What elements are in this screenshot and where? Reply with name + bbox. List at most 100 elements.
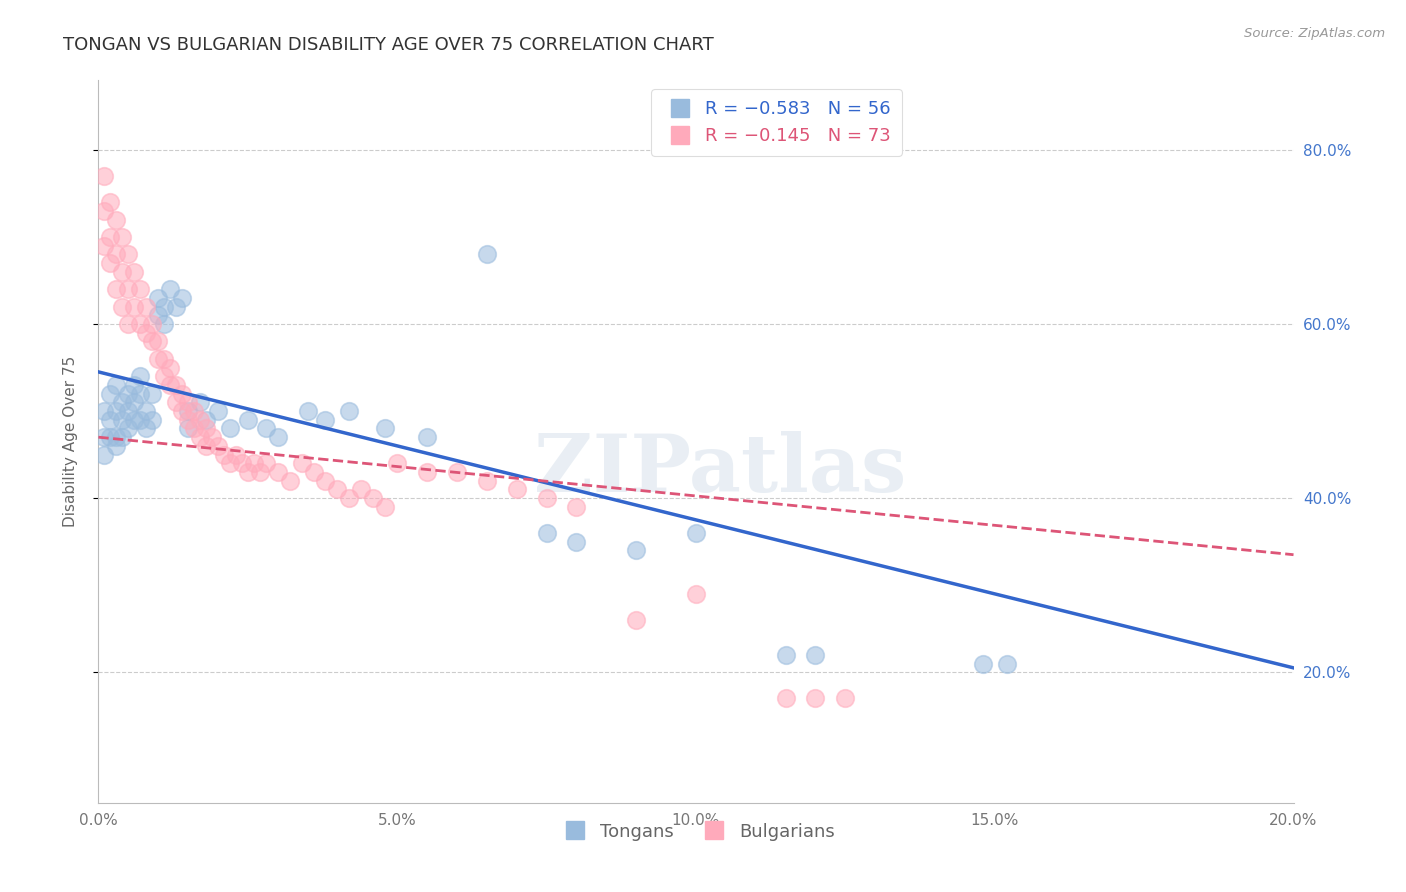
Point xyxy=(135,326,157,340)
Point xyxy=(363,491,385,505)
Point xyxy=(141,413,163,427)
Point xyxy=(141,317,163,331)
Point xyxy=(267,465,290,479)
Point xyxy=(135,300,157,314)
Point xyxy=(804,691,827,706)
Point xyxy=(148,351,170,366)
Point xyxy=(98,413,122,427)
Point xyxy=(165,378,187,392)
Point xyxy=(207,439,229,453)
Point xyxy=(374,421,396,435)
Point xyxy=(506,483,529,497)
Point xyxy=(249,465,271,479)
Point xyxy=(446,465,468,479)
Point xyxy=(195,439,218,453)
Point xyxy=(124,265,146,279)
Point xyxy=(195,421,218,435)
Point xyxy=(188,430,211,444)
Point xyxy=(105,404,128,418)
Point xyxy=(98,230,122,244)
Point xyxy=(129,369,152,384)
Point xyxy=(148,334,170,349)
Point xyxy=(117,282,139,296)
Point xyxy=(93,430,115,444)
Point xyxy=(159,360,181,375)
Point xyxy=(775,648,797,662)
Point xyxy=(267,430,290,444)
Point xyxy=(111,413,134,427)
Point xyxy=(177,413,200,427)
Point xyxy=(165,300,187,314)
Point xyxy=(236,465,259,479)
Point xyxy=(278,474,301,488)
Point xyxy=(165,395,187,409)
Point xyxy=(98,195,122,210)
Point xyxy=(153,369,176,384)
Point xyxy=(153,317,176,331)
Point xyxy=(141,386,163,401)
Point xyxy=(172,386,194,401)
Point xyxy=(225,448,247,462)
Text: ZIPatlas: ZIPatlas xyxy=(534,432,905,509)
Point xyxy=(93,448,115,462)
Point xyxy=(93,238,115,252)
Point xyxy=(243,456,266,470)
Point xyxy=(105,378,128,392)
Point xyxy=(141,334,163,349)
Point xyxy=(212,448,235,462)
Point xyxy=(98,256,122,270)
Point xyxy=(111,300,134,314)
Point xyxy=(177,395,200,409)
Point xyxy=(195,413,218,427)
Text: TONGAN VS BULGARIAN DISABILITY AGE OVER 75 CORRELATION CHART: TONGAN VS BULGARIAN DISABILITY AGE OVER … xyxy=(63,36,714,54)
Point xyxy=(416,465,439,479)
Point xyxy=(350,483,373,497)
Point xyxy=(148,291,170,305)
Point xyxy=(972,657,994,671)
Point xyxy=(105,430,128,444)
Point xyxy=(93,169,115,183)
Point xyxy=(236,413,259,427)
Point xyxy=(254,421,277,435)
Point xyxy=(129,386,152,401)
Point xyxy=(177,421,200,435)
Point xyxy=(105,439,128,453)
Point xyxy=(291,456,314,470)
Point xyxy=(129,282,152,296)
Point xyxy=(148,308,170,322)
Point xyxy=(124,378,146,392)
Point xyxy=(302,465,325,479)
Point xyxy=(117,317,139,331)
Point xyxy=(188,395,211,409)
Point xyxy=(536,491,558,505)
Point xyxy=(339,491,361,505)
Point xyxy=(159,282,181,296)
Point xyxy=(315,474,337,488)
Point xyxy=(219,421,242,435)
Point xyxy=(117,421,139,435)
Point xyxy=(315,413,337,427)
Point xyxy=(111,230,134,244)
Point xyxy=(135,421,157,435)
Point xyxy=(117,404,139,418)
Point xyxy=(297,404,319,418)
Point xyxy=(124,300,146,314)
Point xyxy=(475,247,498,261)
Point xyxy=(159,378,181,392)
Point xyxy=(231,456,253,470)
Point xyxy=(536,525,558,540)
Point xyxy=(995,657,1018,671)
Point xyxy=(105,247,128,261)
Point xyxy=(475,474,498,488)
Point xyxy=(117,247,139,261)
Point xyxy=(183,421,205,435)
Y-axis label: Disability Age Over 75: Disability Age Over 75 xyxy=(63,356,77,527)
Point xyxy=(374,500,396,514)
Point xyxy=(153,300,176,314)
Point xyxy=(98,430,122,444)
Point xyxy=(153,351,176,366)
Point xyxy=(416,430,439,444)
Point xyxy=(188,413,211,427)
Point xyxy=(804,648,827,662)
Point xyxy=(105,282,128,296)
